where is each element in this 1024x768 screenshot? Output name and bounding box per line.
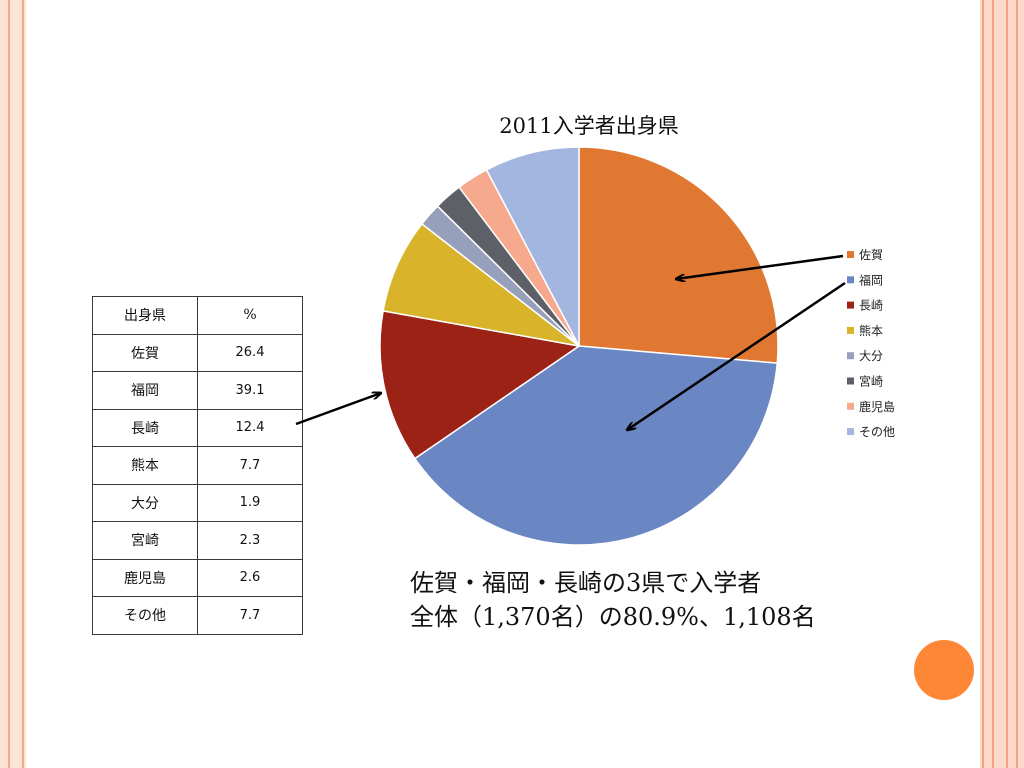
legend-label-5: 宮崎 — [859, 374, 883, 389]
legend-label-6: 鹿児島 — [859, 399, 895, 414]
right-border-line — [992, 0, 994, 768]
legend-swatch-7 — [847, 428, 854, 436]
table-row: 鹿児島 2.6 — [92, 558, 303, 597]
prefecture-cell: 鹿児島 — [92, 558, 198, 597]
legend-swatch-1 — [847, 276, 854, 284]
pie-slice-3 — [382, 222, 580, 347]
left-border-line — [22, 0, 24, 768]
table-row: その他 7.7 — [92, 596, 303, 635]
header-percent: % — [197, 296, 303, 335]
table-header-row: 出身県% — [92, 296, 303, 335]
percent-cell: 39.1 — [197, 371, 303, 410]
left-border-decoration — [0, 0, 26, 768]
legend-label-4: 大分 — [859, 349, 883, 363]
legend-label-2: 長崎 — [859, 299, 883, 313]
legend-swatch-2 — [847, 301, 854, 309]
right-border-line — [982, 0, 984, 768]
right-border-line — [1006, 0, 1008, 768]
chart-title: 2011入学者出身県 — [499, 114, 678, 138]
table-body: 出身県% 佐賀 26.4 福岡 39.1 長崎 12.4 熊本 7.7 大分 1.9 宮崎 2.3 鹿児島… — [92, 296, 303, 635]
prefecture-cell: 熊本 — [92, 446, 198, 485]
prefecture-cell: その他 — [92, 596, 198, 635]
data-table: 出身県% 佐賀 26.4 福岡 39.1 長崎 12.4 熊本 7.7 大分 1.9 宮崎 2.3 鹿児島… — [92, 296, 303, 635]
table-row: 大分 1.9 — [92, 483, 303, 522]
table-row: 熊本 7.7 — [92, 446, 303, 485]
legend-swatch-3 — [847, 326, 854, 334]
legend-label-1: 福岡 — [859, 272, 883, 287]
table-row: 長崎 12.4 — [92, 408, 303, 447]
pie-slice-7 — [485, 146, 580, 347]
prefecture-cell: 佐賀 — [92, 333, 198, 372]
legend-label-7: その他 — [859, 425, 895, 439]
arrow-to-nagasaki-slice — [295, 393, 381, 426]
table-row: 福岡 39.1 — [92, 371, 303, 410]
percent-cell: 12.4 — [197, 408, 303, 447]
legend-label-3: 熊本 — [859, 323, 883, 338]
pie-slice-2 — [379, 310, 581, 460]
legend-swatch-0 — [847, 251, 854, 258]
prefecture-cell: 福岡 — [92, 371, 198, 410]
percent-cell: 26.4 — [197, 333, 303, 372]
caption-line-1: 佐賀・福岡・長崎の3県で入学者 — [410, 569, 762, 597]
prefecture-cell: 大分 — [92, 483, 198, 522]
pie-slice-0 — [578, 146, 779, 364]
legend-swatch-6 — [847, 402, 854, 410]
percent-cell: 2.3 — [197, 521, 303, 560]
pie-slices — [379, 146, 779, 546]
right-border-line — [1016, 0, 1018, 768]
legend-label-0: 佐賀 — [859, 248, 883, 262]
prefecture-cell: 長崎 — [92, 408, 198, 447]
percent-cell: 7.7 — [197, 596, 303, 635]
table-row: 佐賀 26.4 — [92, 333, 303, 372]
prefecture-cell: 宮崎 — [92, 521, 198, 560]
percent-cell: 2.6 — [197, 558, 303, 597]
orange-circle-decoration — [914, 640, 974, 700]
left-border-line — [8, 0, 10, 768]
legend-swatch-5 — [847, 377, 854, 385]
caption: 佐賀・福岡・長崎の3県で入学者 全体（1,370名）の80.9%、1,108名 — [410, 566, 816, 634]
table-row: 宮崎 2.3 — [92, 521, 303, 560]
legend-swatch-4 — [847, 352, 854, 360]
header-prefecture: 出身県 — [92, 296, 198, 335]
caption-line-2: 全体（1,370名）の80.9%、1,108名 — [410, 603, 816, 631]
percent-cell: 7.7 — [197, 446, 303, 485]
percent-cell: 1.9 — [197, 483, 303, 522]
